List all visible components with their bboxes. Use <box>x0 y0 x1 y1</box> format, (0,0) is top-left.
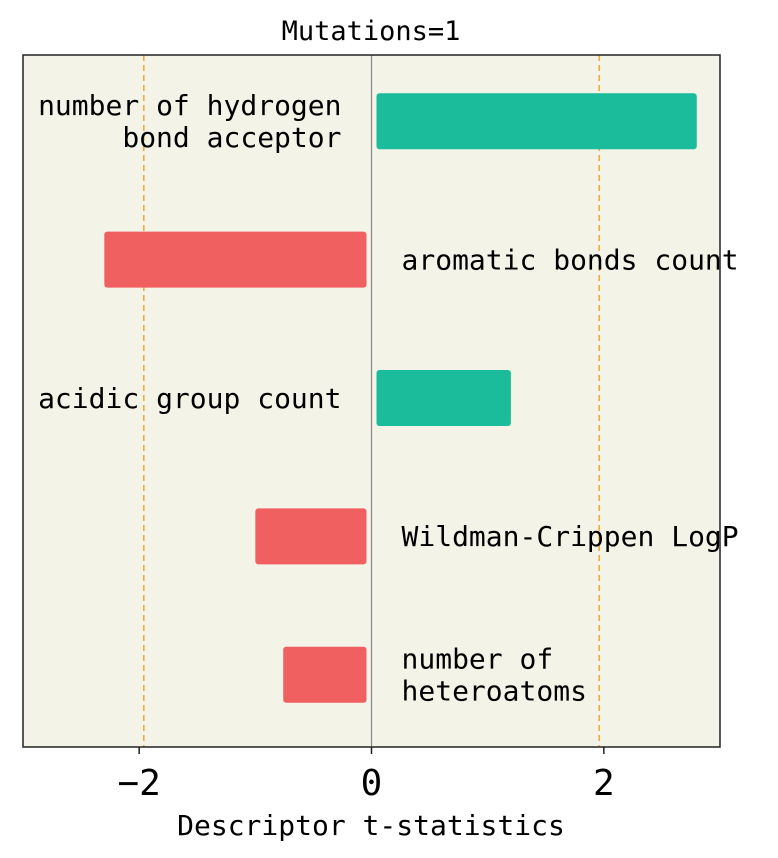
x-tick-label-0: −2 <box>117 763 160 804</box>
chart-title: Mutations=1 <box>282 16 461 47</box>
x-axis-label: Descriptor t-statistics <box>177 809 565 842</box>
bar-0 <box>376 93 697 150</box>
bar-4 <box>283 646 367 703</box>
category-label-2: acidic group count <box>38 382 341 415</box>
category-label-4-line-1: heteroatoms <box>402 675 587 708</box>
bar-1 <box>104 231 367 288</box>
x-tick-label-2: 2 <box>593 763 615 804</box>
category-label-0-line-0: number of hydrogen <box>38 89 341 122</box>
category-label-3: Wildman-Crippen LogP <box>402 520 739 553</box>
bar-2 <box>376 370 511 426</box>
category-label-1: aromatic bonds count <box>402 243 739 276</box>
category-label-0-line-1: bond acceptor <box>122 121 341 154</box>
category-label-4-line-0: number of <box>402 643 554 676</box>
x-tick-label-1: 0 <box>361 763 383 804</box>
bar-3 <box>255 508 367 565</box>
